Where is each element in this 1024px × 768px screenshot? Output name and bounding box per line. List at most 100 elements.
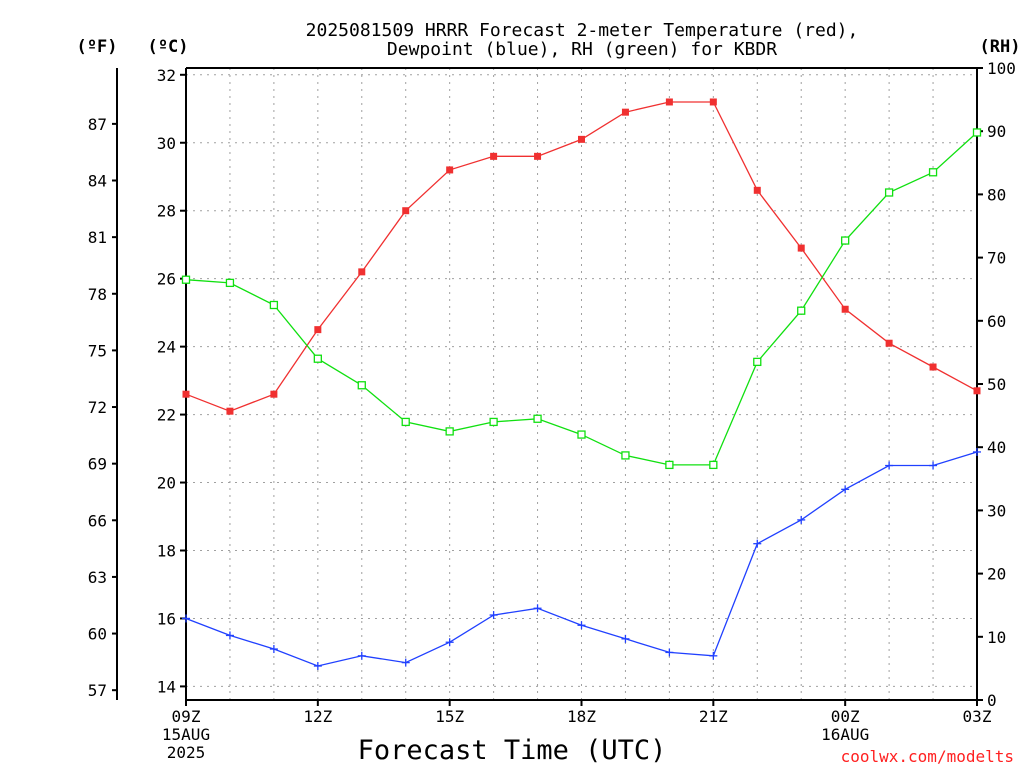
rh-point bbox=[269, 300, 279, 310]
rh-point bbox=[357, 381, 366, 390]
temperature-point bbox=[665, 98, 673, 106]
celsius-unit-label: (ºC) bbox=[148, 37, 189, 57]
rh-point bbox=[928, 168, 938, 177]
rh-tick-label: 60 bbox=[987, 312, 1006, 331]
fahrenheit-unit-label: (ºF) bbox=[77, 37, 118, 57]
rh-point bbox=[841, 236, 850, 245]
dewpoint-point bbox=[225, 631, 234, 640]
rh-point bbox=[533, 414, 542, 423]
x-tick-label: 21Z bbox=[699, 707, 728, 726]
celsius-tick-label: 28 bbox=[157, 202, 176, 221]
celsius-tick-label: 24 bbox=[157, 338, 176, 357]
x-tick-label: 09Z bbox=[172, 707, 201, 726]
chart-title-line1: 2025081509 HRRR Forecast 2-meter Tempera… bbox=[306, 20, 859, 41]
dewpoint-point bbox=[269, 645, 278, 654]
dewpoint-point bbox=[401, 658, 410, 667]
rh-point bbox=[884, 188, 894, 197]
temperature-point bbox=[402, 207, 410, 215]
dewpoint-point bbox=[885, 461, 894, 470]
temperature-point bbox=[621, 108, 629, 116]
dewpoint-point bbox=[577, 621, 586, 630]
temperature-point bbox=[490, 152, 498, 160]
series-layer bbox=[181, 98, 982, 671]
dewpoint-point bbox=[445, 638, 454, 647]
rh-point bbox=[709, 460, 718, 470]
rh-point bbox=[181, 275, 191, 284]
rh-tick-label: 90 bbox=[987, 122, 1006, 141]
dewpoint-point bbox=[489, 611, 498, 620]
rh-tick-label: 70 bbox=[987, 249, 1006, 268]
temperature-point bbox=[929, 363, 937, 371]
rh-point bbox=[665, 460, 674, 470]
rh-tick-label: 40 bbox=[987, 438, 1006, 457]
x-axis-label: Forecast Time (UTC) bbox=[358, 735, 667, 766]
celsius-tick-label: 26 bbox=[157, 270, 176, 289]
temperature-point bbox=[314, 326, 322, 334]
fahrenheit-tick-label: 63 bbox=[88, 568, 107, 587]
celsius-tick-label: 20 bbox=[157, 474, 176, 493]
fahrenheit-tick-label: 60 bbox=[88, 625, 107, 644]
temperature-point bbox=[973, 387, 981, 395]
dewpoint-point bbox=[929, 461, 938, 470]
axes-layer: 57 60 63 66 69 72 75 78 81 84 87 14 16 18 20 22 24 26 28 30… bbox=[88, 59, 1016, 710]
fahrenheit-tick-label: 72 bbox=[88, 398, 107, 417]
celsius-tick-label: 16 bbox=[157, 609, 176, 628]
rh-tick-label: 30 bbox=[987, 501, 1006, 520]
temperature-point bbox=[182, 390, 190, 398]
rh-tick-label: 0 bbox=[987, 691, 997, 710]
rh-point bbox=[313, 354, 322, 363]
chart-title-line2: Dewpoint (blue), RH (green) for KBDR bbox=[387, 39, 777, 60]
temperature-point bbox=[270, 390, 278, 398]
rh-tick-label: 20 bbox=[987, 565, 1006, 584]
x-tick-label: 16AUG bbox=[821, 725, 869, 744]
dewpoint-point bbox=[709, 651, 718, 660]
rh-point bbox=[972, 128, 982, 137]
rh-tick-label: 80 bbox=[987, 185, 1006, 204]
dewpoint-point bbox=[665, 648, 674, 657]
temperature-line bbox=[185, 101, 978, 412]
rh-unit-label: (RH) bbox=[980, 37, 1021, 57]
temperature-point bbox=[797, 244, 805, 252]
x-tick-label: 15AUG bbox=[162, 725, 210, 744]
x-tick-label: 03Z bbox=[963, 707, 992, 726]
rh-tick-label: 50 bbox=[987, 375, 1006, 394]
temperature-point bbox=[226, 407, 234, 415]
rh-point bbox=[401, 417, 410, 427]
dewpoint-point bbox=[533, 604, 542, 613]
dewpoint-point bbox=[841, 485, 850, 494]
rh-point bbox=[445, 427, 454, 436]
x-tick-label: 12Z bbox=[303, 707, 332, 726]
grid-layer bbox=[185, 68, 978, 700]
x-tick-label: 18Z bbox=[567, 707, 596, 726]
fahrenheit-tick-label: 87 bbox=[88, 115, 107, 134]
dewpoint-point bbox=[313, 662, 322, 671]
temperature-point bbox=[446, 166, 454, 174]
dewpoint-point bbox=[973, 447, 981, 456]
rh-point bbox=[621, 451, 630, 460]
rh-tick-label: 100 bbox=[987, 59, 1016, 78]
fahrenheit-tick-label: 69 bbox=[88, 455, 107, 474]
rh-point bbox=[225, 278, 235, 288]
rh-point bbox=[753, 357, 762, 367]
dewpoint-point bbox=[621, 634, 630, 643]
temperature-point bbox=[841, 305, 849, 313]
temperature-point bbox=[753, 186, 761, 194]
dewpoint-point bbox=[753, 539, 762, 548]
rh-tick-label: 10 bbox=[987, 628, 1006, 647]
temperature-point bbox=[358, 268, 366, 276]
fahrenheit-tick-label: 84 bbox=[88, 172, 107, 191]
celsius-tick-label: 22 bbox=[157, 406, 176, 425]
fahrenheit-tick-label: 66 bbox=[88, 511, 107, 530]
celsius-tick-label: 18 bbox=[157, 541, 176, 560]
temperature-series bbox=[182, 98, 981, 415]
fahrenheit-tick-label: 57 bbox=[88, 681, 107, 700]
x-tick-label: 00Z bbox=[831, 707, 860, 726]
dewpoint-point bbox=[357, 651, 366, 660]
rh-point bbox=[577, 430, 586, 439]
temperature-point bbox=[534, 152, 542, 160]
dewpoint-point bbox=[797, 515, 806, 524]
celsius-tick-label: 32 bbox=[157, 66, 176, 85]
credit-text: coolwx.com/modelts bbox=[841, 747, 1014, 766]
